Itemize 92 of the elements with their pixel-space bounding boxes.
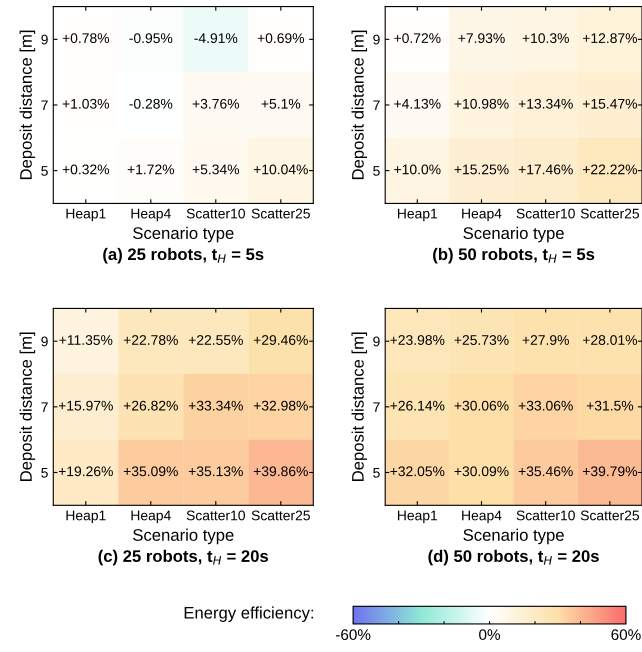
x-tick-label: Scatter10	[186, 510, 245, 520]
data-label: +13.34%	[518, 98, 573, 109]
x-tick-label: Scatter25	[580, 510, 640, 520]
data-label: +15.47%	[582, 98, 638, 109]
text: (a) 25 robots, t$_{H}$ = 5s	[103, 248, 264, 264]
x-tick-label: Heap4	[131, 208, 171, 222]
x-tick-label: Heap1	[398, 208, 438, 222]
x-tick-label: Scatter25	[252, 208, 310, 218]
x-tick-label: Heap4	[462, 208, 502, 222]
x-axis-title: Scenario type	[133, 528, 234, 544]
data-label: +28.01%	[582, 335, 638, 345]
y-axis-title: Deposit distance [m]	[352, 30, 368, 180]
color-bar-label: 0%	[479, 629, 500, 640]
data-label: +22.78%	[124, 335, 178, 345]
y-tick-label: 5	[41, 166, 48, 176]
data-label: +22.55%	[188, 335, 243, 345]
data-label: +25.73%	[454, 335, 509, 345]
x-tick-label: Heap1	[66, 510, 106, 524]
y-axis-title: Deposit distance [m]	[352, 332, 368, 481]
color-bar-label: -60%	[336, 629, 370, 640]
y-tick-label: 7	[41, 402, 48, 412]
y-tick-label: 9	[373, 34, 380, 45]
data-label: -0.28%	[129, 98, 172, 109]
color-bar-label: 60%	[611, 629, 641, 640]
data-label: +10.04%	[254, 164, 308, 174]
x-tick-label: Scatter10	[516, 208, 575, 218]
data-label: +31.5%	[586, 400, 634, 411]
data-label: -4.91%	[194, 33, 238, 44]
data-label: +26.14%	[390, 400, 444, 411]
x-tick-label: Heap1	[398, 510, 438, 524]
data-label: +30.06%	[454, 400, 509, 411]
text: (b) 50 robots, t$_{H}$ = 5s	[433, 248, 594, 264]
y-tick-label: 5	[373, 166, 380, 176]
data-label: +15.97%	[58, 400, 113, 411]
data-label: +39.86%	[254, 466, 308, 476]
y-tick-label: 9	[373, 336, 380, 346]
data-label: +32.98%	[254, 400, 308, 411]
data-label: +15.25%	[454, 164, 509, 174]
y-axis-title: Deposit distance [m]	[20, 30, 36, 180]
data-label: +0.69%	[258, 33, 304, 44]
data-label: +5.34%	[192, 164, 240, 174]
y-tick-label: 9	[41, 34, 48, 45]
x-tick-label: Heap4	[131, 510, 171, 524]
data-label: +1.03%	[62, 98, 110, 109]
y-tick-label: 9	[41, 336, 48, 346]
color-bar-title: Energy efficiency:	[184, 606, 314, 622]
x-tick-label: Scatter10	[186, 208, 245, 218]
data-label: +29.46%	[254, 335, 308, 345]
y-tick-label: 7	[373, 402, 380, 412]
data-label: +12.87%	[582, 33, 638, 44]
data-label: +5.1%	[262, 98, 300, 109]
x-tick-label: Scatter25	[252, 510, 310, 520]
data-label: +22.22%	[582, 164, 638, 174]
x-axis-title: Scenario type	[133, 226, 234, 242]
data-label: +35.13%	[188, 466, 243, 476]
data-label: +0.72%	[394, 33, 441, 44]
data-label: +11.35%	[59, 335, 112, 345]
y-tick-label: 7	[41, 100, 48, 110]
data-label: +0.78%	[62, 33, 110, 44]
data-label: +19.26%	[58, 466, 113, 476]
x-tick-label: Heap1	[66, 208, 106, 222]
data-label: +10.0%	[394, 164, 441, 174]
data-label: +30.09%	[454, 466, 509, 476]
data-label: +35.09%	[124, 466, 178, 476]
data-label: +7.93%	[458, 33, 505, 44]
text: (d) 50 robots, t$_{H}$ = 20s	[428, 550, 599, 566]
data-label: -0.95%	[129, 33, 172, 44]
y-axis-title: Deposit distance [m]	[20, 332, 36, 481]
y-tick-label: 7	[373, 100, 380, 110]
data-label: +27.9%	[522, 335, 569, 345]
x-tick-label: Heap4	[462, 510, 502, 524]
x-tick-label: Scatter25	[580, 208, 640, 218]
data-label: +35.46%	[518, 466, 573, 476]
data-label: +10.98%	[454, 98, 509, 109]
data-label: +3.76%	[192, 98, 240, 109]
x-axis-title: Scenario type	[463, 226, 564, 242]
data-label: +39.79%	[582, 466, 638, 476]
data-label: +33.34%	[188, 400, 243, 411]
data-label: +1.72%	[128, 164, 174, 174]
y-tick-label: 5	[373, 468, 380, 478]
data-label: +0.32%	[62, 164, 110, 174]
data-label: +17.46%	[518, 164, 573, 174]
data-label: +32.05%	[390, 466, 444, 476]
data-label: +26.82%	[124, 400, 178, 411]
x-tick-label: Scatter10	[516, 510, 575, 520]
data-label: +4.13%	[394, 98, 441, 109]
text: (c) 25 robots, t$_{H}$ = 20s	[98, 550, 268, 566]
data-label: +10.3%	[522, 33, 569, 44]
data-label: +33.06%	[518, 400, 573, 411]
data-label: +23.98%	[390, 335, 444, 345]
x-axis-title: Scenario type	[463, 528, 564, 544]
y-tick-label: 5	[41, 468, 48, 478]
